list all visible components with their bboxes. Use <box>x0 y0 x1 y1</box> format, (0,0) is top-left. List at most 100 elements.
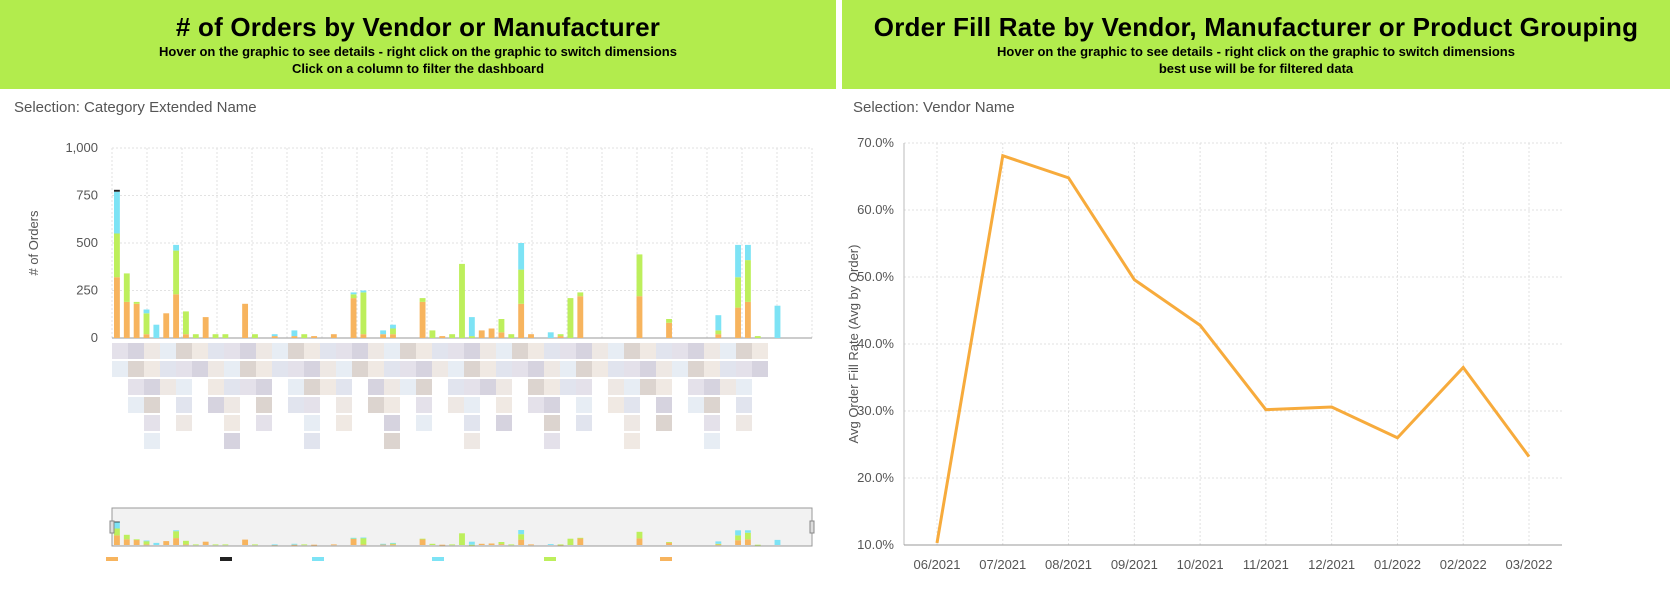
bar-segment[interactable] <box>735 307 741 338</box>
legend-swatch[interactable] <box>312 557 324 561</box>
bar-segment[interactable] <box>133 303 140 338</box>
line-data-point[interactable] <box>1523 451 1535 463</box>
bar-segment[interactable] <box>380 330 387 335</box>
bar-segment[interactable] <box>449 334 456 338</box>
bar-segment[interactable] <box>291 330 298 337</box>
bar-segment[interactable] <box>429 330 436 338</box>
legend-swatch[interactable] <box>544 557 556 561</box>
line-data-point[interactable] <box>1391 432 1403 444</box>
bar-segment[interactable] <box>360 334 367 338</box>
bar-segment[interactable] <box>577 292 584 297</box>
bar-segment[interactable] <box>557 334 564 337</box>
bar-segment[interactable] <box>518 269 525 304</box>
bar-segment[interactable] <box>498 332 505 338</box>
bar-segment[interactable] <box>380 334 387 338</box>
bar-segment[interactable] <box>350 294 357 299</box>
line-data-point[interactable] <box>931 537 943 549</box>
legend-swatch[interactable] <box>220 557 232 561</box>
bar-segment[interactable] <box>744 301 751 338</box>
bar-segment[interactable] <box>419 301 426 338</box>
bar-segment[interactable] <box>163 313 170 338</box>
bar-segment[interactable] <box>735 277 741 308</box>
line-data-point[interactable] <box>1063 172 1075 184</box>
bar-segment[interactable] <box>498 319 505 333</box>
bar-segment[interactable] <box>143 313 150 335</box>
bar-segment[interactable] <box>173 250 180 295</box>
bar-segment[interactable] <box>419 298 426 302</box>
bar-segment[interactable] <box>518 303 525 338</box>
bar-segment[interactable] <box>212 334 219 338</box>
bar-segment[interactable] <box>114 191 120 234</box>
bar-segment[interactable] <box>390 328 396 335</box>
bar-segment[interactable] <box>459 263 465 338</box>
bar-segment[interactable] <box>114 233 120 278</box>
legend-swatch[interactable] <box>106 557 118 561</box>
bar-segment[interactable] <box>390 324 396 329</box>
orders-bar-chart[interactable]: 0 250 500 750 1,000 # of Orders <box>0 120 836 598</box>
bar-segment[interactable] <box>744 244 751 261</box>
bar-segment[interactable] <box>350 298 357 338</box>
bar-segment[interactable] <box>133 301 140 304</box>
bar-segment[interactable] <box>478 330 485 338</box>
bar-segment[interactable] <box>528 334 534 338</box>
bar-segment[interactable] <box>301 334 308 338</box>
bar-segment[interactable] <box>557 336 564 338</box>
bar-segment[interactable] <box>173 244 180 251</box>
bar-segment[interactable] <box>508 334 515 338</box>
bar-segment[interactable] <box>577 296 584 338</box>
bar-segment[interactable] <box>390 334 396 338</box>
bar-segment[interactable] <box>271 336 278 338</box>
bar-segment[interactable] <box>636 296 643 338</box>
bar-segment[interactable] <box>173 294 180 338</box>
bar-segment[interactable] <box>666 322 672 338</box>
bar-segment[interactable] <box>311 336 318 338</box>
bar-segment[interactable] <box>114 189 120 192</box>
bar-segment[interactable] <box>192 334 199 338</box>
left-selection-label[interactable]: Selection: Category Extended Name <box>14 99 257 116</box>
bar-segment[interactable] <box>636 254 643 297</box>
line-data-point[interactable] <box>1326 401 1338 413</box>
bar-segment[interactable] <box>360 292 367 335</box>
range-handle-left[interactable] <box>109 520 115 534</box>
bar-segment[interactable] <box>350 292 357 295</box>
bar-segment[interactable] <box>754 336 761 338</box>
bar-segment[interactable] <box>547 332 554 338</box>
bar-segment[interactable] <box>488 328 495 339</box>
bar-segment[interactable] <box>715 330 722 335</box>
bar-segment[interactable] <box>271 334 278 337</box>
bar-segment[interactable] <box>715 334 722 338</box>
range-handle-right[interactable] <box>809 520 815 534</box>
bar-segment[interactable] <box>252 334 258 338</box>
bar-segment[interactable] <box>202 317 209 338</box>
bar-segment[interactable] <box>360 290 367 293</box>
line-data-point[interactable] <box>1457 361 1469 373</box>
bar-segment[interactable] <box>242 303 249 338</box>
line-data-point[interactable] <box>1194 319 1206 331</box>
bar-segment[interactable] <box>744 260 751 302</box>
bar-segment[interactable] <box>183 334 189 338</box>
fill-rate-line-chart[interactable]: 10.0% 20.0% 30.0% 40.0% 50.0% 60.0% 70.0% 06/20… <box>842 120 1670 598</box>
legend-swatch[interactable] <box>432 557 444 561</box>
bar-segment[interactable] <box>222 334 229 338</box>
bar-segment[interactable] <box>735 244 741 278</box>
bar-segment[interactable] <box>439 336 446 338</box>
bar-segment[interactable] <box>291 336 298 338</box>
bar-segment[interactable] <box>143 334 150 338</box>
bar-segment[interactable] <box>114 277 120 338</box>
bar-segment[interactable] <box>468 317 475 337</box>
bar-segment[interactable] <box>468 336 475 338</box>
bar-segment[interactable] <box>666 319 672 323</box>
bar-segment[interactable] <box>774 305 781 338</box>
legend-swatch[interactable] <box>660 557 672 561</box>
bar-segment[interactable] <box>143 309 150 314</box>
line-data-point[interactable] <box>1128 274 1140 286</box>
fill-rate-line[interactable] <box>935 153 1531 544</box>
bar-segment[interactable] <box>518 243 525 270</box>
bar-segment[interactable] <box>715 315 722 331</box>
bar-segment[interactable] <box>183 311 189 335</box>
bar-segment[interactable] <box>330 334 337 338</box>
bar-segment[interactable] <box>123 273 130 302</box>
line-data-point[interactable] <box>1260 404 1272 416</box>
bar-segment[interactable] <box>567 298 574 338</box>
bar-segment[interactable] <box>123 301 130 338</box>
